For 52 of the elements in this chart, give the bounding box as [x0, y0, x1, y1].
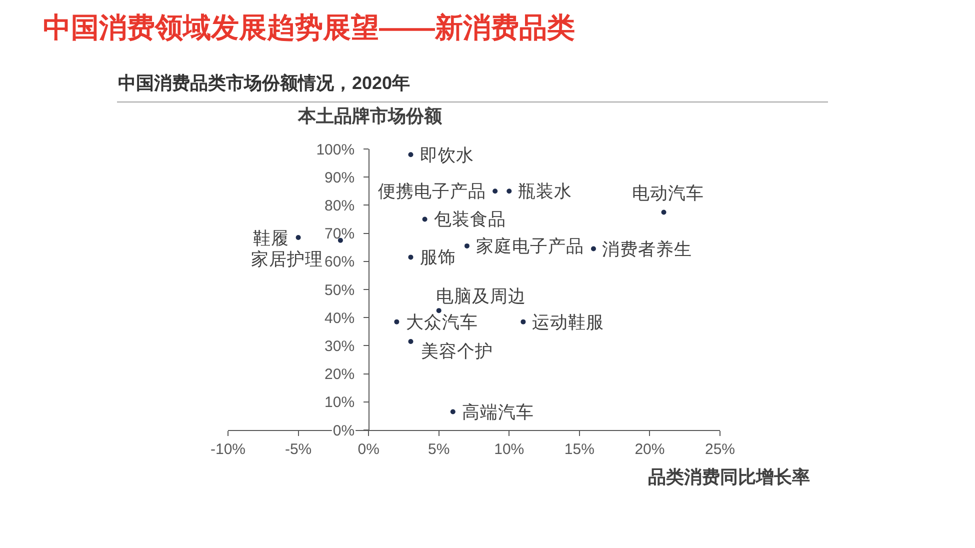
series-label: 家居护理	[251, 249, 323, 269]
series-label: 瓶装水	[518, 181, 572, 201]
y-tick-label: 90%	[324, 169, 355, 186]
y-tick-label: 100%	[316, 141, 355, 158]
point	[464, 243, 470, 248]
y-tick-label: 70%	[324, 226, 355, 243]
point	[394, 319, 400, 324]
series-label: 高端汽车	[462, 402, 534, 422]
y-tick-label: 0%	[332, 422, 355, 440]
series-label: 美容个护	[421, 341, 493, 361]
x-tick-label: 15%	[564, 441, 594, 458]
series-label: 便携电子产品	[378, 181, 486, 201]
x-tick-label: 20%	[634, 441, 665, 458]
x-tick-label: 25%	[704, 441, 736, 458]
point	[436, 308, 442, 314]
y-tick-label: 50%	[324, 282, 355, 299]
chart-title: 中国消费领域发展趋势展望——新消费品类	[43, 12, 575, 43]
point	[296, 235, 301, 240]
y-tick-label: 80%	[324, 197, 355, 214]
series-label: 服饰	[420, 247, 456, 267]
x-tick-label: -10%	[210, 441, 246, 458]
series-label: 大众汽车	[406, 312, 478, 332]
series-label: 家庭电子产品	[476, 236, 584, 256]
point	[520, 319, 526, 324]
x-tick-label: 10%	[494, 441, 524, 458]
point	[408, 338, 414, 344]
point	[408, 254, 414, 260]
series-label: 电动汽车	[632, 183, 704, 203]
series-label: 消费者养生	[602, 239, 692, 259]
chart-subtitle: 中国消费品类市场份额情况，2020年	[118, 73, 410, 93]
y-tick-label: 60%	[324, 254, 355, 271]
point	[408, 152, 414, 158]
x-tick-label: 0%	[358, 441, 380, 458]
y-tick-label: 30%	[324, 338, 355, 355]
point	[506, 188, 512, 194]
y-tick-label: 40%	[324, 310, 355, 327]
series-label: 鞋履	[253, 228, 289, 248]
series-label: 包装食品	[434, 209, 506, 229]
point	[422, 216, 428, 222]
point	[590, 246, 596, 252]
series-label: 即饮水	[420, 145, 474, 165]
y-tick-label: 10%	[324, 394, 355, 412]
x-tick-label: -5%	[284, 441, 312, 458]
y-axis-title: 本土品牌市场份额	[297, 106, 443, 126]
x-tick-label: 5%	[428, 441, 450, 458]
point	[492, 188, 498, 194]
series-label: 电脑及周边	[436, 286, 526, 306]
y-tick-label: 20%	[324, 366, 355, 384]
x-axis-title: 品类消费同比增长率	[648, 467, 810, 487]
series-label: 运动鞋服	[532, 312, 604, 332]
point	[661, 210, 666, 215]
point	[450, 409, 456, 414]
